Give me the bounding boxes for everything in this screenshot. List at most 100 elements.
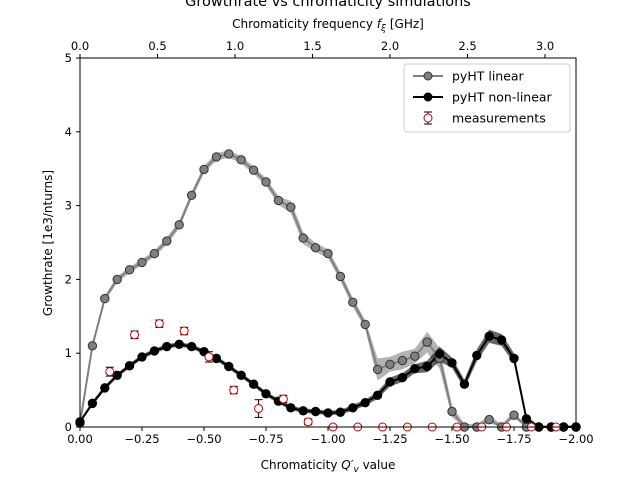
x-tick-label-5: −1.25 <box>372 432 407 446</box>
measurement-point-4 <box>204 352 214 362</box>
point-series-0-24 <box>372 364 383 375</box>
point-series-0-25 <box>385 359 395 369</box>
point-series-0-18 <box>298 233 308 243</box>
point-series-0-35 <box>509 410 519 420</box>
point-series-1-21 <box>335 407 346 417</box>
chart-title: Growthrate vs chromaticity simulations <box>185 0 471 10</box>
measurement-point-2 <box>154 319 164 329</box>
point-series-1-13 <box>236 370 246 381</box>
point-series-0-15 <box>261 177 271 187</box>
measurement-point-1 <box>130 330 140 340</box>
point-series-0-12 <box>224 149 234 159</box>
legend-linear-label: pyHT linear <box>452 69 525 84</box>
axes-ticks: 0.00 −0.25 −0.50 −0.75 −1.00 −1.25 −1.50 −1.75−… <box>65 39 594 446</box>
measurement-point-0 <box>105 367 115 377</box>
point-series-1-15 <box>261 389 271 399</box>
x-label-unit: value <box>359 458 396 472</box>
point-series-0-20 <box>323 248 333 259</box>
x-tick-label-7: −1.75 <box>496 432 531 446</box>
point-series-0-16 <box>273 195 284 206</box>
point-series-1-36 <box>521 414 532 424</box>
data-markers <box>75 149 581 432</box>
measurement-point-7 <box>278 394 288 404</box>
point-series-1-9 <box>186 341 197 352</box>
point-series-1-27 <box>410 363 420 374</box>
x-tick-label-3: −0.75 <box>248 432 283 446</box>
legend-box <box>403 63 571 133</box>
point-series-1-20 <box>323 408 333 418</box>
point-series-1-14 <box>248 379 259 389</box>
top-label-symbol: f <box>377 17 383 31</box>
point-series-0-27 <box>410 351 420 361</box>
point-series-0-7 <box>162 236 172 246</box>
x-label-text: Chromaticity <box>261 458 342 472</box>
point-series-0-3 <box>112 274 122 285</box>
measurement-point-8 <box>303 417 313 427</box>
point-series-1-17 <box>286 403 296 413</box>
y-tick-label-1: 1 <box>65 346 72 360</box>
point-series-1-22 <box>348 403 358 413</box>
top-label-text: Chromaticity frequency <box>232 17 377 31</box>
measurement-point-5 <box>229 385 239 395</box>
point-series-0-8 <box>174 220 184 230</box>
x-tick-label-0: 0.00 <box>67 432 93 446</box>
point-series-1-1 <box>87 398 98 409</box>
x-tick-label-2: −0.50 <box>186 432 221 446</box>
top-x-tick-label-3: 1.5 <box>303 39 321 53</box>
point-series-1-25 <box>385 377 395 387</box>
measurement-point-3 <box>179 326 189 336</box>
point-series-1-28 <box>422 361 432 372</box>
point-series-1-11 <box>211 353 222 364</box>
point-series-1-4 <box>124 361 135 371</box>
top-x-tick-label-0: 0.0 <box>71 39 89 53</box>
y-tick-label-4: 4 <box>65 125 72 139</box>
legend-nonlinear-marker <box>423 92 433 102</box>
y-tick-label-3: 3 <box>65 199 72 213</box>
x-axis-label: Chromaticity Q′v value <box>261 458 396 475</box>
point-series-1-7 <box>162 341 172 352</box>
point-series-0-21 <box>335 271 346 282</box>
top-x-tick-label-2: 1.0 <box>226 39 244 53</box>
point-series-0-2 <box>100 293 110 304</box>
point-series-0-23 <box>360 319 370 330</box>
top-x-axis-label: Chromaticity frequency fξ [GHz] <box>232 17 424 34</box>
point-series-1-35 <box>509 353 519 364</box>
legend-measurement-marker <box>423 113 433 123</box>
point-series-0-30 <box>447 406 457 417</box>
y-tick-label-0: 0 <box>65 420 72 434</box>
point-series-1-34 <box>496 335 507 345</box>
legend-measurement-label: measurements <box>452 111 546 126</box>
point-series-0-10 <box>199 164 209 175</box>
point-series-1-8 <box>174 339 184 350</box>
x-tick-label-6: −1.50 <box>434 432 469 446</box>
legend-nonlinear-label: pyHT non-linear <box>452 90 553 105</box>
x-label-subscript: v <box>353 465 359 475</box>
point-series-0-19 <box>310 242 321 253</box>
point-series-0-1 <box>87 341 98 351</box>
x-tick-label-8: −2.00 <box>558 432 593 446</box>
y-tick-label-5: 5 <box>65 51 72 65</box>
point-series-0-9 <box>186 190 197 200</box>
top-x-tick-label-4: 2.0 <box>381 39 399 53</box>
point-series-1-19 <box>310 406 321 417</box>
point-series-1-23 <box>360 397 370 408</box>
point-series-0-5 <box>137 257 147 268</box>
point-series-0-4 <box>124 265 135 275</box>
point-series-1-6 <box>149 346 160 356</box>
point-series-1-18 <box>298 406 308 416</box>
x-label-symbol: Q′ <box>341 458 353 472</box>
point-series-0-6 <box>149 248 160 259</box>
y-axis-label: Growthrate [1e3/nturns] <box>41 170 55 316</box>
point-series-0-26 <box>397 355 408 366</box>
measurement-point-6 <box>254 404 264 414</box>
x-tick-label-1: −0.25 <box>124 432 159 446</box>
top-x-tick-label-1: 0.5 <box>148 39 166 53</box>
point-series-1-31 <box>459 379 470 389</box>
legend-linear-marker <box>423 71 433 81</box>
top-label-subscript: ξ <box>380 24 387 34</box>
point-series-1-12 <box>224 361 234 372</box>
point-series-0-33 <box>484 414 494 425</box>
point-series-1-33 <box>484 331 494 341</box>
point-series-0-11 <box>211 152 222 162</box>
top-label-unit: [GHz] <box>386 17 424 31</box>
